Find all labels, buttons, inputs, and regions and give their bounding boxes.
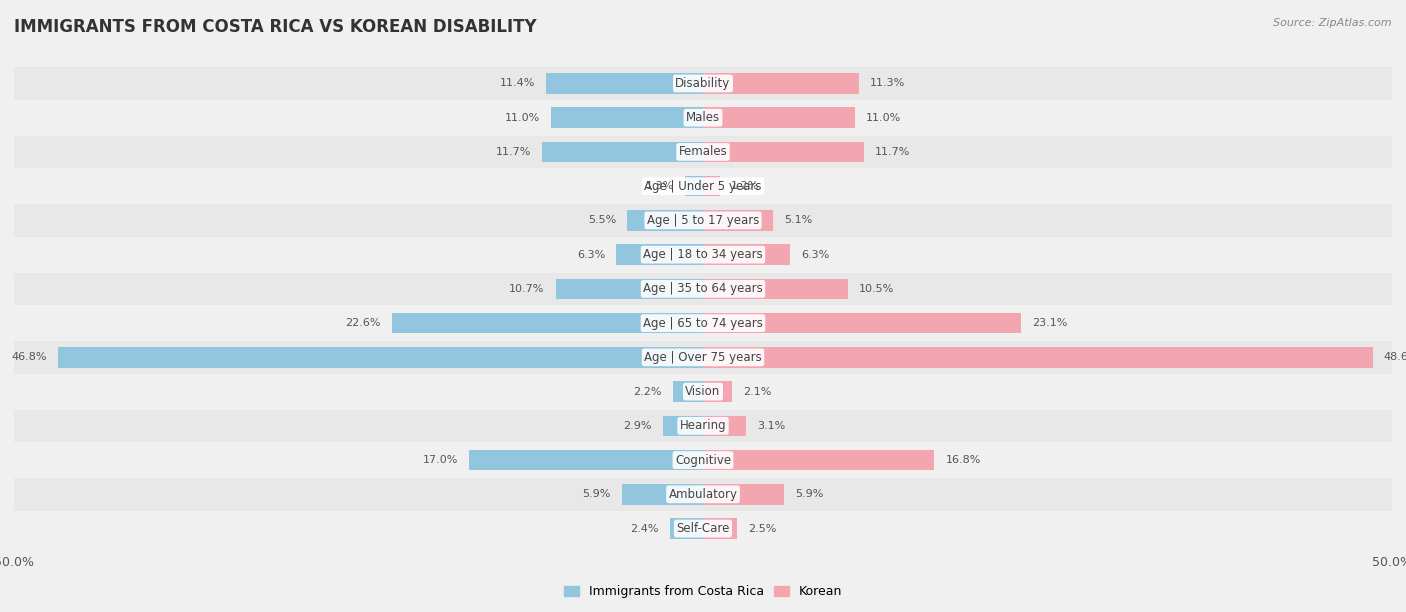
- Bar: [621, 484, 703, 504]
- Bar: [14, 67, 1392, 100]
- Bar: [703, 381, 733, 402]
- Bar: [703, 313, 1021, 334]
- Bar: [541, 141, 703, 162]
- Text: Age | Over 75 years: Age | Over 75 years: [644, 351, 762, 364]
- Text: 1.2%: 1.2%: [731, 181, 759, 191]
- Text: 2.2%: 2.2%: [633, 387, 662, 397]
- Text: Males: Males: [686, 111, 720, 124]
- Bar: [14, 375, 1392, 408]
- Bar: [703, 450, 935, 471]
- Bar: [703, 141, 865, 162]
- Text: 11.7%: 11.7%: [875, 147, 911, 157]
- Text: Disability: Disability: [675, 77, 731, 90]
- Text: Vision: Vision: [685, 385, 721, 398]
- Text: 22.6%: 22.6%: [344, 318, 381, 328]
- Bar: [672, 381, 703, 402]
- Bar: [546, 73, 703, 94]
- Text: Age | 5 to 17 years: Age | 5 to 17 years: [647, 214, 759, 227]
- Bar: [14, 341, 1392, 373]
- Text: Females: Females: [679, 146, 727, 159]
- Bar: [14, 444, 1392, 476]
- Text: Source: ZipAtlas.com: Source: ZipAtlas.com: [1274, 18, 1392, 28]
- Bar: [14, 409, 1392, 442]
- Text: 48.6%: 48.6%: [1384, 353, 1406, 362]
- Bar: [14, 272, 1392, 305]
- Bar: [627, 210, 703, 231]
- Text: 11.0%: 11.0%: [505, 113, 540, 122]
- Legend: Immigrants from Costa Rica, Korean: Immigrants from Costa Rica, Korean: [558, 580, 848, 603]
- Text: Cognitive: Cognitive: [675, 453, 731, 466]
- Text: 5.9%: 5.9%: [582, 490, 610, 499]
- Bar: [664, 416, 703, 436]
- Text: Hearing: Hearing: [679, 419, 727, 432]
- Text: 16.8%: 16.8%: [945, 455, 981, 465]
- Bar: [555, 278, 703, 299]
- Text: 3.1%: 3.1%: [756, 421, 785, 431]
- Text: 11.3%: 11.3%: [870, 78, 905, 89]
- Text: Self-Care: Self-Care: [676, 522, 730, 535]
- Text: 6.3%: 6.3%: [801, 250, 830, 259]
- Bar: [14, 136, 1392, 168]
- Bar: [14, 478, 1392, 510]
- Text: 10.7%: 10.7%: [509, 284, 544, 294]
- Text: 46.8%: 46.8%: [11, 353, 48, 362]
- Text: 2.1%: 2.1%: [742, 387, 772, 397]
- Bar: [58, 347, 703, 368]
- Text: 5.9%: 5.9%: [796, 490, 824, 499]
- Bar: [703, 73, 859, 94]
- Bar: [703, 347, 1372, 368]
- Bar: [392, 313, 703, 334]
- Bar: [703, 278, 848, 299]
- Bar: [14, 239, 1392, 271]
- Text: IMMIGRANTS FROM COSTA RICA VS KOREAN DISABILITY: IMMIGRANTS FROM COSTA RICA VS KOREAN DIS…: [14, 18, 537, 36]
- Text: 10.5%: 10.5%: [859, 284, 894, 294]
- Text: 11.4%: 11.4%: [499, 78, 534, 89]
- Bar: [468, 450, 703, 471]
- Text: 11.0%: 11.0%: [866, 113, 901, 122]
- Text: 11.7%: 11.7%: [495, 147, 531, 157]
- Bar: [14, 204, 1392, 237]
- Text: Age | 65 to 74 years: Age | 65 to 74 years: [643, 316, 763, 330]
- Bar: [14, 307, 1392, 340]
- Bar: [703, 518, 738, 539]
- Text: Age | 18 to 34 years: Age | 18 to 34 years: [643, 248, 763, 261]
- Text: 5.1%: 5.1%: [785, 215, 813, 225]
- Bar: [551, 108, 703, 128]
- Bar: [14, 102, 1392, 134]
- Bar: [703, 176, 720, 196]
- Text: 17.0%: 17.0%: [422, 455, 458, 465]
- Bar: [703, 108, 855, 128]
- Text: 1.3%: 1.3%: [645, 181, 673, 191]
- Text: 2.9%: 2.9%: [623, 421, 652, 431]
- Bar: [685, 176, 703, 196]
- Text: Age | 35 to 64 years: Age | 35 to 64 years: [643, 282, 763, 296]
- Bar: [703, 484, 785, 504]
- Bar: [703, 416, 745, 436]
- Text: 2.4%: 2.4%: [630, 523, 659, 534]
- Bar: [14, 170, 1392, 203]
- Text: Ambulatory: Ambulatory: [668, 488, 738, 501]
- Text: 5.5%: 5.5%: [588, 215, 616, 225]
- Text: 2.5%: 2.5%: [748, 523, 778, 534]
- Bar: [616, 244, 703, 265]
- Text: Age | Under 5 years: Age | Under 5 years: [644, 180, 762, 193]
- Bar: [669, 518, 703, 539]
- Bar: [703, 244, 790, 265]
- Bar: [703, 210, 773, 231]
- Text: 6.3%: 6.3%: [576, 250, 605, 259]
- Bar: [14, 512, 1392, 545]
- Text: 23.1%: 23.1%: [1032, 318, 1067, 328]
